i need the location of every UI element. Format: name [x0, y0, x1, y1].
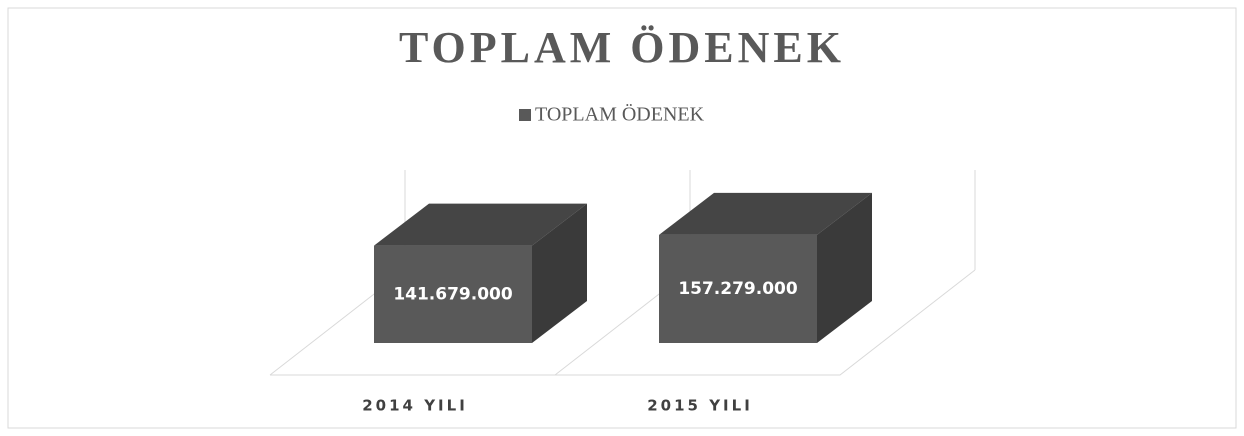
- bar-side: [532, 203, 587, 343]
- chart-border: [7, 7, 1237, 429]
- bar-top: [374, 203, 587, 246]
- bar-side: [817, 192, 872, 343]
- bar: [374, 245, 532, 343]
- x-tick-label: 2015 YILI: [647, 397, 753, 415]
- legend-swatch: [519, 109, 531, 121]
- x-tick-label: 2014 YILI: [362, 397, 468, 415]
- value-label: 141.679.000: [393, 284, 513, 304]
- bar: [659, 234, 817, 343]
- chart-title: TOPLAM ÖDENEK: [399, 23, 845, 72]
- bar-top: [659, 192, 872, 235]
- value-label: 157.279.000: [678, 279, 798, 299]
- legend-label: TOPLAM ÖDENEK: [535, 103, 705, 126]
